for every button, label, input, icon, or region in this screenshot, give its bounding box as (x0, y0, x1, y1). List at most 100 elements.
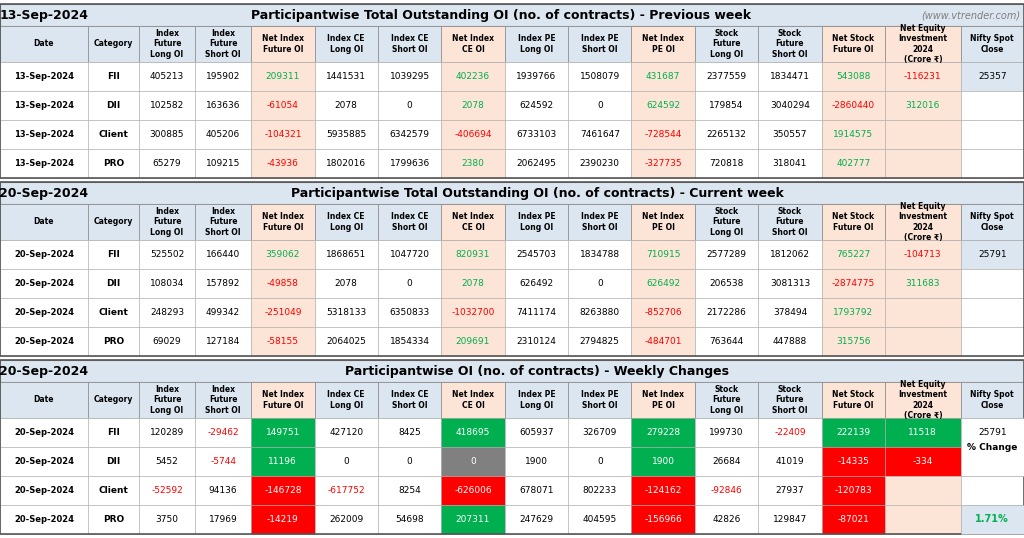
Bar (314, 418, 378, 447)
Bar (505, 382, 568, 418)
Text: Date: Date (34, 217, 54, 226)
Bar (251, 382, 314, 418)
Text: 6350833: 6350833 (389, 308, 430, 317)
Bar (961, 418, 1024, 476)
Text: 5452: 5452 (156, 457, 178, 466)
Text: 20-Sep-2024: 20-Sep-2024 (0, 187, 88, 200)
Text: 405206: 405206 (206, 130, 241, 139)
Bar (441, 447, 505, 476)
Text: -104321: -104321 (264, 130, 302, 139)
Text: 2062495: 2062495 (516, 159, 556, 168)
Text: Client: Client (98, 486, 128, 495)
Text: 624592: 624592 (519, 101, 553, 110)
Bar (568, 269, 632, 298)
Text: Stock
Future
Short OI: Stock Future Short OI (772, 385, 808, 415)
Bar (961, 149, 1024, 178)
Bar (139, 149, 195, 178)
Bar (251, 120, 314, 149)
Bar (88, 120, 139, 149)
Text: 7411174: 7411174 (516, 308, 556, 317)
Text: 605937: 605937 (519, 428, 554, 437)
Bar (441, 327, 505, 356)
Bar (885, 447, 961, 476)
Bar (758, 26, 821, 62)
Bar (695, 447, 758, 476)
Bar (0, 505, 88, 534)
Text: 315756: 315756 (836, 337, 870, 346)
Text: DII: DII (106, 279, 121, 288)
Text: 129847: 129847 (773, 515, 807, 524)
Bar (505, 62, 568, 91)
Text: 402777: 402777 (837, 159, 870, 168)
Bar (885, 418, 961, 447)
Bar (88, 240, 139, 269)
Text: 7461647: 7461647 (580, 130, 620, 139)
Bar (139, 62, 195, 91)
Bar (695, 240, 758, 269)
Bar (821, 476, 885, 505)
Bar (251, 149, 314, 178)
Text: -58155: -58155 (267, 337, 299, 346)
Bar (195, 298, 251, 327)
Bar (88, 62, 139, 91)
Text: -52592: -52592 (152, 486, 183, 495)
Text: 525502: 525502 (150, 250, 184, 259)
Text: 11518: 11518 (908, 428, 937, 437)
Text: -484701: -484701 (644, 337, 682, 346)
Bar (0, 120, 88, 149)
Text: -146728: -146728 (264, 486, 302, 495)
Bar (378, 62, 441, 91)
Text: Index PE
Short OI: Index PE Short OI (581, 34, 618, 54)
Text: 1834471: 1834471 (770, 72, 810, 81)
Bar (251, 26, 314, 62)
Bar (195, 91, 251, 120)
Bar (0, 476, 88, 505)
Bar (378, 91, 441, 120)
Text: Stock
Future
Long OI: Stock Future Long OI (710, 207, 743, 237)
Text: 25791: 25791 (978, 250, 1007, 259)
Bar (821, 269, 885, 298)
Text: 195902: 195902 (206, 72, 241, 81)
Text: 41019: 41019 (775, 457, 804, 466)
Text: 2794825: 2794825 (580, 337, 620, 346)
Bar (961, 62, 1024, 91)
Bar (88, 382, 139, 418)
Text: 0: 0 (343, 457, 349, 466)
Text: 1854334: 1854334 (389, 337, 430, 346)
Bar (0, 149, 88, 178)
Bar (821, 62, 885, 91)
Bar (251, 91, 314, 120)
Bar (195, 382, 251, 418)
Text: Participantwise Total Outstanding OI (no. of contracts) - Previous week: Participantwise Total Outstanding OI (no… (251, 9, 752, 22)
Bar (251, 418, 314, 447)
Bar (378, 120, 441, 149)
Text: 26684: 26684 (713, 457, 740, 466)
Bar (632, 26, 695, 62)
Text: 404595: 404595 (583, 515, 616, 524)
Bar (88, 298, 139, 327)
Text: Nifty Spot
Close: Nifty Spot Close (971, 213, 1014, 232)
Bar (821, 120, 885, 149)
Text: FII: FII (106, 72, 120, 81)
Bar (378, 204, 441, 240)
Text: Net Index
PE OI: Net Index PE OI (642, 34, 684, 54)
Bar (0, 298, 88, 327)
Bar (885, 382, 961, 418)
Bar (195, 418, 251, 447)
Bar (632, 505, 695, 534)
Bar (441, 298, 505, 327)
Text: Net Stock
Future OI: Net Stock Future OI (833, 34, 874, 54)
Text: 179854: 179854 (710, 101, 743, 110)
Text: -1032700: -1032700 (452, 308, 495, 317)
Bar (568, 447, 632, 476)
Bar (821, 26, 885, 62)
Bar (0, 4, 1024, 26)
Text: Category: Category (93, 39, 133, 48)
Text: Index PE
Short OI: Index PE Short OI (581, 390, 618, 410)
Bar (758, 204, 821, 240)
Text: 2545703: 2545703 (516, 250, 556, 259)
Text: Category: Category (93, 217, 133, 226)
Text: -61054: -61054 (267, 101, 299, 110)
Text: 2064025: 2064025 (327, 337, 367, 346)
Text: DII: DII (106, 101, 121, 110)
